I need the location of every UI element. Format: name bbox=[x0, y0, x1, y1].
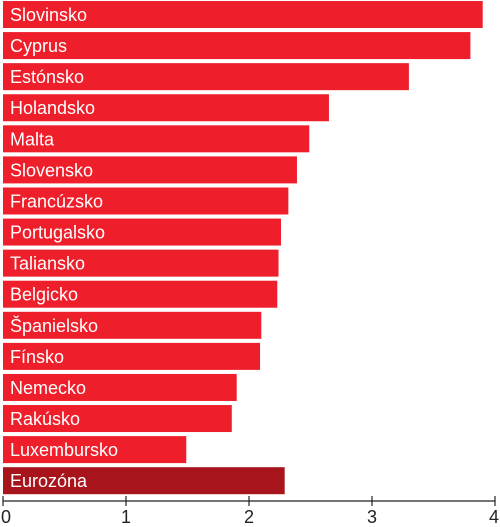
bar-8 bbox=[3, 218, 281, 246]
x-tick-label-1: 1 bbox=[121, 507, 131, 527]
bar-label-3: Estónsko bbox=[10, 67, 84, 87]
x-tick-label-2: 2 bbox=[244, 507, 254, 527]
bar-label-14: Rakúsko bbox=[10, 409, 80, 429]
bar-label-7: Francúzsko bbox=[10, 191, 103, 211]
bar-label-16: Eurozóna bbox=[10, 471, 88, 491]
x-tick-label-0: 0 bbox=[1, 507, 11, 527]
bars-layer bbox=[3, 1, 483, 495]
bar-4 bbox=[3, 94, 329, 122]
bar-10 bbox=[3, 280, 278, 308]
bar-label-9: Taliansko bbox=[10, 254, 85, 274]
bar-3 bbox=[3, 63, 409, 91]
bar-label-15: Luxembursko bbox=[10, 440, 118, 460]
bar-15 bbox=[3, 436, 187, 464]
x-tick-label-3: 3 bbox=[367, 507, 377, 527]
bar-5 bbox=[3, 125, 310, 153]
bar-13 bbox=[3, 373, 237, 401]
x-axis: 0 1 2 3 4 bbox=[1, 496, 499, 527]
bar-14 bbox=[3, 405, 232, 433]
bar-label-2: Cyprus bbox=[10, 36, 67, 56]
bar-6 bbox=[3, 156, 297, 184]
bar-label-1: Slovinsko bbox=[10, 5, 87, 25]
x-tick-label-4: 4 bbox=[489, 507, 499, 527]
bar-1 bbox=[3, 1, 483, 28]
bar-label-11: Španielsko bbox=[10, 315, 98, 336]
bar-label-10: Belgicko bbox=[10, 285, 78, 305]
bar-label-5: Malta bbox=[10, 129, 55, 149]
bar-labels-layer: Slovinsko Cyprus Estónsko Holandsko Malta Slo… bbox=[10, 5, 118, 491]
bar-16 bbox=[3, 467, 285, 495]
bar-12 bbox=[3, 342, 261, 370]
bar-label-8: Portugalsko bbox=[10, 223, 105, 243]
bar-label-6: Slovensko bbox=[10, 160, 93, 180]
bar-label-13: Nemecko bbox=[10, 378, 86, 398]
bar-label-12: Fínsko bbox=[10, 347, 64, 367]
bar-label-4: Holandsko bbox=[10, 98, 95, 118]
bar-2 bbox=[3, 32, 471, 60]
bar-11 bbox=[3, 311, 262, 339]
bar-9 bbox=[3, 249, 279, 277]
bar-7 bbox=[3, 187, 289, 215]
